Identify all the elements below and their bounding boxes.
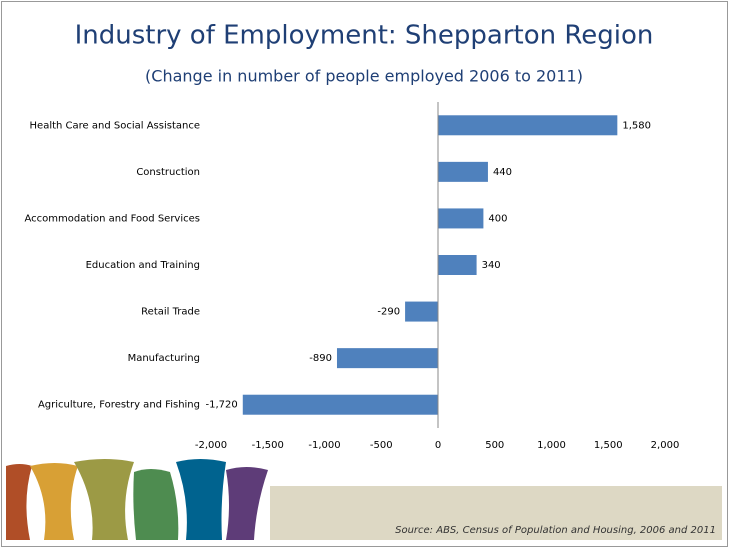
- y-tick-label: Construction: [136, 167, 200, 178]
- shape: [30, 463, 78, 540]
- shape: [133, 469, 179, 540]
- bar: [405, 301, 438, 322]
- shape: [176, 459, 226, 540]
- x-tick-label: -500: [370, 440, 393, 451]
- bar: [438, 115, 618, 136]
- y-tick-label: Retail Trade: [141, 307, 200, 318]
- x-tick-label: -1,000: [308, 440, 340, 451]
- beige-band: [270, 486, 722, 540]
- source-note: Source: ABS, Census of Population and Ho…: [395, 525, 716, 536]
- y-tick-label: Accommodation and Food Services: [24, 213, 200, 224]
- bar: [438, 255, 477, 275]
- bar: [438, 208, 484, 229]
- x-tick-label: 0: [435, 440, 441, 451]
- value-label: 340: [482, 260, 501, 271]
- x-tick-label: 1,500: [594, 440, 623, 451]
- chart-title: Industry of Employment: Shepparton Regio…: [75, 21, 654, 51]
- y-tick-label: Agriculture, Forestry and Fishing: [38, 400, 200, 411]
- value-label: 1,580: [622, 120, 651, 131]
- decoration: [6, 459, 722, 540]
- value-label: -890: [309, 353, 332, 364]
- value-label: -1,720: [206, 400, 238, 411]
- x-tick-label: 1,000: [537, 440, 566, 451]
- shape: [74, 459, 134, 540]
- y-tick-label: Health Care and Social Assistance: [30, 120, 200, 131]
- value-label: 400: [488, 213, 507, 224]
- y-tick-label: Education and Training: [86, 260, 200, 271]
- bar: [242, 394, 438, 415]
- bar: [336, 348, 438, 369]
- x-tick-label: 2,000: [651, 440, 680, 451]
- bar: [438, 161, 488, 182]
- x-tick-label: -2,000: [195, 440, 227, 451]
- shape: [226, 467, 268, 540]
- value-label: 440: [493, 167, 512, 178]
- y-tick-label: Manufacturing: [128, 353, 200, 364]
- value-label: -290: [377, 307, 400, 318]
- chart-subtitle: (Change in number of people employed 200…: [145, 67, 583, 86]
- shape: [6, 464, 32, 540]
- x-tick-label: -1,500: [252, 440, 284, 451]
- x-tick-label: 500: [485, 440, 504, 451]
